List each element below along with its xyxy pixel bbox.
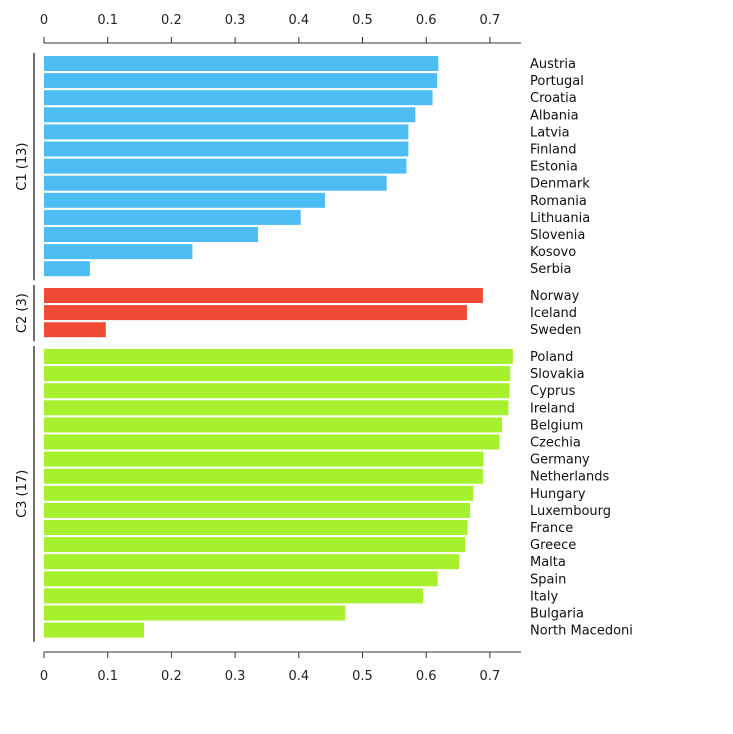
- bottom-tick-label: 0.4: [288, 669, 309, 684]
- bar-label: Cyprus: [530, 384, 576, 399]
- bar: [44, 175, 387, 191]
- top-tick-label: 0.6: [416, 13, 437, 28]
- bar: [44, 400, 509, 416]
- bar: [44, 451, 484, 467]
- bar-label: Portugal: [530, 74, 584, 89]
- bar-label: Germany: [530, 453, 590, 468]
- bar: [44, 349, 513, 364]
- cluster-label: C3 (17): [15, 470, 30, 518]
- bar-label: Serbia: [530, 262, 571, 277]
- bottom-tick-label: 0.5: [352, 669, 373, 684]
- bar-label: Finland: [530, 143, 576, 158]
- bar-label: Austria: [530, 57, 576, 72]
- bar: [44, 227, 259, 242]
- bar: [44, 520, 468, 535]
- bottom-tick-label: 0.1: [97, 669, 118, 684]
- bar-label: Lithuania: [530, 211, 590, 226]
- bar-label: Netherlands: [530, 470, 609, 485]
- top-tick-label: 0.1: [97, 13, 118, 28]
- cluster-group: C3 (17) Poland Slovakia Cyprus Ireland Belgiu…: [15, 346, 633, 642]
- bar: [44, 73, 438, 89]
- top-tick-label: 0.5: [352, 13, 373, 28]
- cluster-label: C1 (13): [15, 143, 30, 191]
- bar-label: Spain: [530, 572, 566, 587]
- bar: [44, 383, 510, 399]
- top-tick-label: 0.4: [288, 13, 309, 28]
- cluster-group: C1 (13) Austria Portugal Croatia Albania Latv…: [15, 53, 590, 281]
- bar: [44, 244, 193, 260]
- bar-label: Poland: [530, 350, 573, 365]
- bar: [44, 468, 483, 484]
- top-tick-label: 0.7: [480, 13, 501, 28]
- top-tick-label: 0: [40, 13, 48, 28]
- bar: [44, 322, 106, 338]
- cluster-group: C2 (3) Norway Iceland Sweden: [15, 285, 581, 342]
- bar: [44, 124, 409, 140]
- bar-label: Ireland: [530, 401, 575, 416]
- bottom-tick-label: 0.2: [161, 669, 182, 684]
- bar: [44, 622, 145, 638]
- bar: [44, 571, 438, 587]
- bar-label: Croatia: [530, 91, 577, 106]
- bar: [44, 141, 409, 157]
- top-axis: 0 0.1 0.2 0.3 0.4 0.5 0.6 0.7: [40, 13, 521, 44]
- bar: [44, 288, 483, 303]
- bar-label: Latvia: [530, 125, 570, 140]
- bar-label: Romania: [530, 194, 587, 209]
- bottom-tick-label: 0: [40, 669, 48, 684]
- bar-label: Norway: [530, 289, 580, 304]
- bar-label: France: [530, 521, 573, 536]
- bar: [44, 209, 301, 225]
- bar: [44, 305, 467, 321]
- bar-label: Slovakia: [530, 367, 585, 382]
- bar: [44, 434, 500, 450]
- top-tick-label: 0.3: [225, 13, 246, 28]
- bottom-axis: 0 0.1 0.2 0.3 0.4 0.5 0.6 0.7: [40, 651, 521, 684]
- bottom-tick-label: 0.6: [416, 669, 437, 684]
- bar-label: Slovenia: [530, 228, 585, 243]
- bar: [44, 588, 424, 604]
- bar: [44, 366, 511, 382]
- top-tick-label: 0.2: [161, 13, 182, 28]
- bar-label: Hungary: [530, 487, 586, 502]
- bar-label: Greece: [530, 538, 576, 553]
- bar: [44, 417, 503, 433]
- bar-label: Italy: [530, 589, 559, 604]
- bar-groups: C1 (13) Austria Portugal Croatia Albania Latv…: [15, 53, 633, 642]
- bar-label: Bulgaria: [530, 607, 584, 622]
- bar-label: Denmark: [530, 177, 590, 192]
- bar-label: Czechia: [530, 436, 581, 451]
- bar: [44, 605, 346, 621]
- bar-label: Kosovo: [530, 245, 576, 260]
- bar: [44, 261, 90, 277]
- bottom-tick-label: 0.7: [480, 669, 501, 684]
- bar: [44, 485, 474, 501]
- bar-label: Sweden: [530, 323, 581, 338]
- bottom-tick-label: 0.3: [225, 669, 246, 684]
- bar-label: Luxembourg: [530, 504, 611, 519]
- bar: [44, 56, 439, 71]
- bar-label: Albania: [530, 108, 579, 123]
- bar: [44, 554, 460, 570]
- bar: [44, 192, 325, 208]
- bar-label: Iceland: [530, 306, 577, 321]
- bar-label: Malta: [530, 555, 566, 570]
- bar: [44, 502, 471, 518]
- bar-label: North Macedoni: [530, 624, 633, 639]
- bar: [44, 107, 416, 123]
- bar-label: Estonia: [530, 160, 578, 175]
- bar: [44, 158, 407, 174]
- bar-label: Belgium: [530, 418, 583, 433]
- bar: [44, 90, 433, 106]
- cluster-label: C2 (3): [15, 293, 30, 333]
- bar: [44, 537, 466, 553]
